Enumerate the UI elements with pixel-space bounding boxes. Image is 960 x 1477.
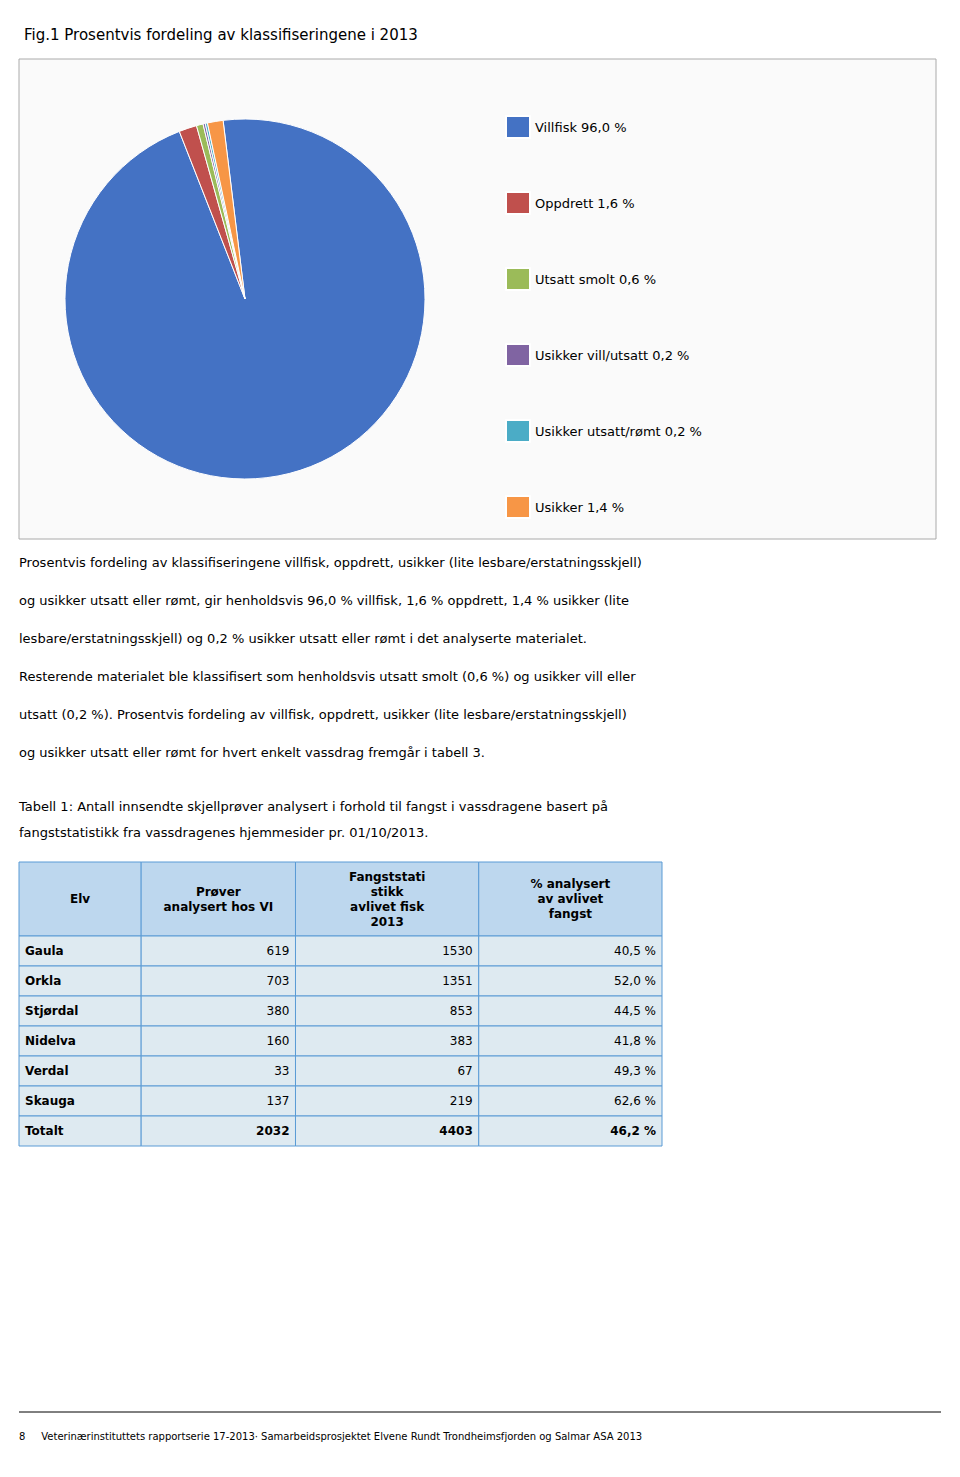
svg-text:137: 137 <box>267 1094 290 1108</box>
svg-text:67: 67 <box>457 1064 472 1078</box>
svg-text:Fangststati: Fangststati <box>349 870 425 884</box>
svg-text:stikk: stikk <box>371 885 405 899</box>
svg-text:1530: 1530 <box>442 944 473 958</box>
svg-text:Usikker vill/utsatt 0,2 %: Usikker vill/utsatt 0,2 % <box>535 348 689 363</box>
svg-text:2032: 2032 <box>256 1124 289 1138</box>
svg-text:Usikker 1,4 %: Usikker 1,4 % <box>535 500 624 515</box>
svg-text:853: 853 <box>450 1004 473 1018</box>
svg-text:% analysert: % analysert <box>530 877 610 891</box>
svg-text:44,5 %: 44,5 % <box>614 1004 656 1018</box>
svg-text:Stjørdal: Stjørdal <box>25 1004 78 1018</box>
svg-text:fangst: fangst <box>549 907 593 921</box>
svg-text:4403: 4403 <box>439 1124 472 1138</box>
svg-text:Fig.1 Prosentvis fordeling av: Fig.1 Prosentvis fordeling av klassifise… <box>24 26 418 44</box>
svg-text:Gaula: Gaula <box>25 944 64 958</box>
svg-text:619: 619 <box>267 944 290 958</box>
svg-text:og usikker utsatt eller rømt,: og usikker utsatt eller rømt, gir henhol… <box>19 593 629 608</box>
svg-text:Orkla: Orkla <box>25 974 61 988</box>
svg-text:41,8 %: 41,8 % <box>614 1034 656 1048</box>
svg-text:og usikker utsatt eller rømt f: og usikker utsatt eller rømt for hvert e… <box>19 745 485 760</box>
svg-text:Villfisk 96,0 %: Villfisk 96,0 % <box>535 120 627 135</box>
svg-text:40,5 %: 40,5 % <box>614 944 656 958</box>
svg-text:Resterende materialet ble klas: Resterende materialet ble klassifisert s… <box>19 669 636 684</box>
svg-text:Nidelva: Nidelva <box>25 1034 76 1048</box>
svg-text:avlivet fisk: avlivet fisk <box>350 900 425 914</box>
svg-text:383: 383 <box>450 1034 473 1048</box>
svg-text:utsatt (0,2 %). Prosentvis for: utsatt (0,2 %). Prosentvis fordeling av … <box>19 707 627 722</box>
svg-text:33: 33 <box>274 1064 289 1078</box>
svg-text:2013: 2013 <box>370 915 403 929</box>
svg-text:Tabell 1: Antall innsendte skj: Tabell 1: Antall innsendte skjellprøver … <box>18 799 608 814</box>
svg-text:62,6 %: 62,6 % <box>614 1094 656 1108</box>
svg-text:Utsatt smolt 0,6 %: Utsatt smolt 0,6 % <box>535 272 656 287</box>
svg-text:160: 160 <box>267 1034 290 1048</box>
svg-text:1351: 1351 <box>442 974 473 988</box>
svg-text:Totalt: Totalt <box>25 1124 64 1138</box>
svg-text:380: 380 <box>267 1004 290 1018</box>
svg-text:Prøver: Prøver <box>196 885 241 899</box>
svg-text:lesbare/erstatningsskjell) og: lesbare/erstatningsskjell) og 0,2 % usik… <box>19 631 587 646</box>
svg-text:fangststatistikk fra vassdrage: fangststatistikk fra vassdragenes hjemme… <box>19 825 428 840</box>
svg-text:703: 703 <box>267 974 290 988</box>
svg-text:49,3 %: 49,3 % <box>614 1064 656 1078</box>
svg-text:Verdal: Verdal <box>25 1064 69 1078</box>
svg-text:av avlivet: av avlivet <box>537 892 603 906</box>
svg-text:52,0 %: 52,0 % <box>614 974 656 988</box>
svg-text:Skauga: Skauga <box>25 1094 75 1108</box>
svg-text:analysert hos VI: analysert hos VI <box>164 900 274 914</box>
svg-text:219: 219 <box>450 1094 473 1108</box>
svg-text:Oppdrett 1,6 %: Oppdrett 1,6 % <box>535 196 635 211</box>
svg-text:Prosentvis fordeling av klassi: Prosentvis fordeling av klassifiseringen… <box>19 555 642 570</box>
svg-text:Elv: Elv <box>70 892 90 906</box>
svg-text:8 Veterinærinstituttets ra: 8 Veterinærinstituttets rapportserie 17-… <box>19 1431 642 1442</box>
svg-text:46,2 %: 46,2 % <box>610 1124 656 1138</box>
svg-text:Usikker utsatt/rømt 0,2 %: Usikker utsatt/rømt 0,2 % <box>535 424 702 439</box>
